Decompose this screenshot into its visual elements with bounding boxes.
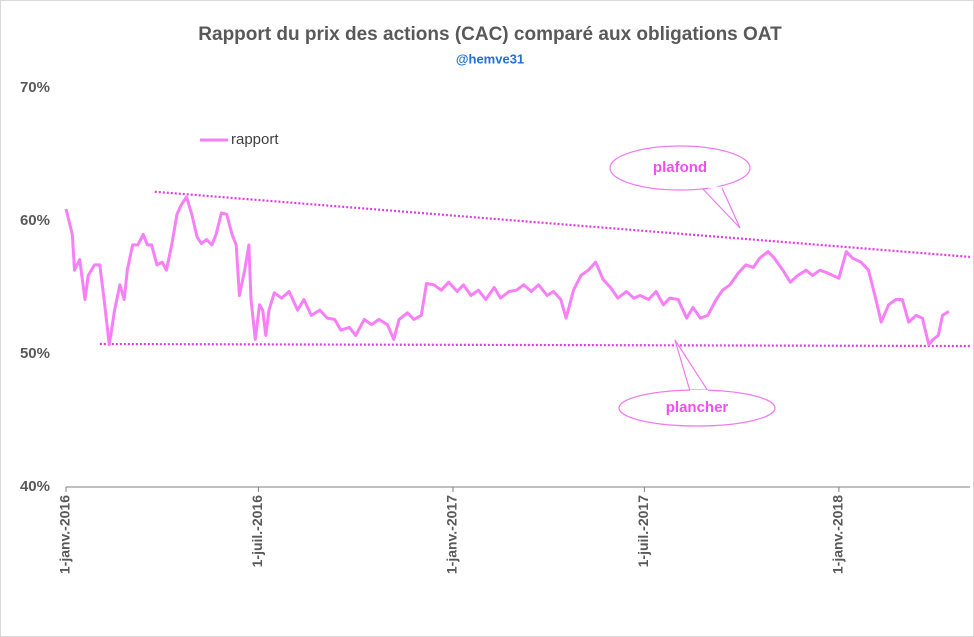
x-tick-label: 1-janv.-2018 [830,495,846,574]
y-tick-label: 70% [20,79,50,96]
trend-line [99,342,971,348]
x-tick-label: 1-janv.-2016 [57,495,73,574]
annotation-label: plafond [653,159,707,176]
callout-join [699,185,723,189]
legend-label: rapport [231,131,279,148]
data-line [64,195,950,347]
y-tick-label: 40% [20,478,50,495]
chart-title: Rapport du prix des actions (CAC) compar… [198,24,782,45]
x-tick-label: 1-juil.-2016 [249,495,265,568]
y-tick-label: 50% [20,345,50,362]
callout [609,145,751,191]
y-tick-label: 60% [20,212,50,229]
chart-subtitle: @hemve31 [456,51,524,66]
trend-line [154,190,971,259]
x-tick-label: 1-juil.-2017 [635,495,651,568]
annotation-label: plancher [666,399,729,416]
x-tick-label: 1-janv.-2017 [444,495,460,574]
